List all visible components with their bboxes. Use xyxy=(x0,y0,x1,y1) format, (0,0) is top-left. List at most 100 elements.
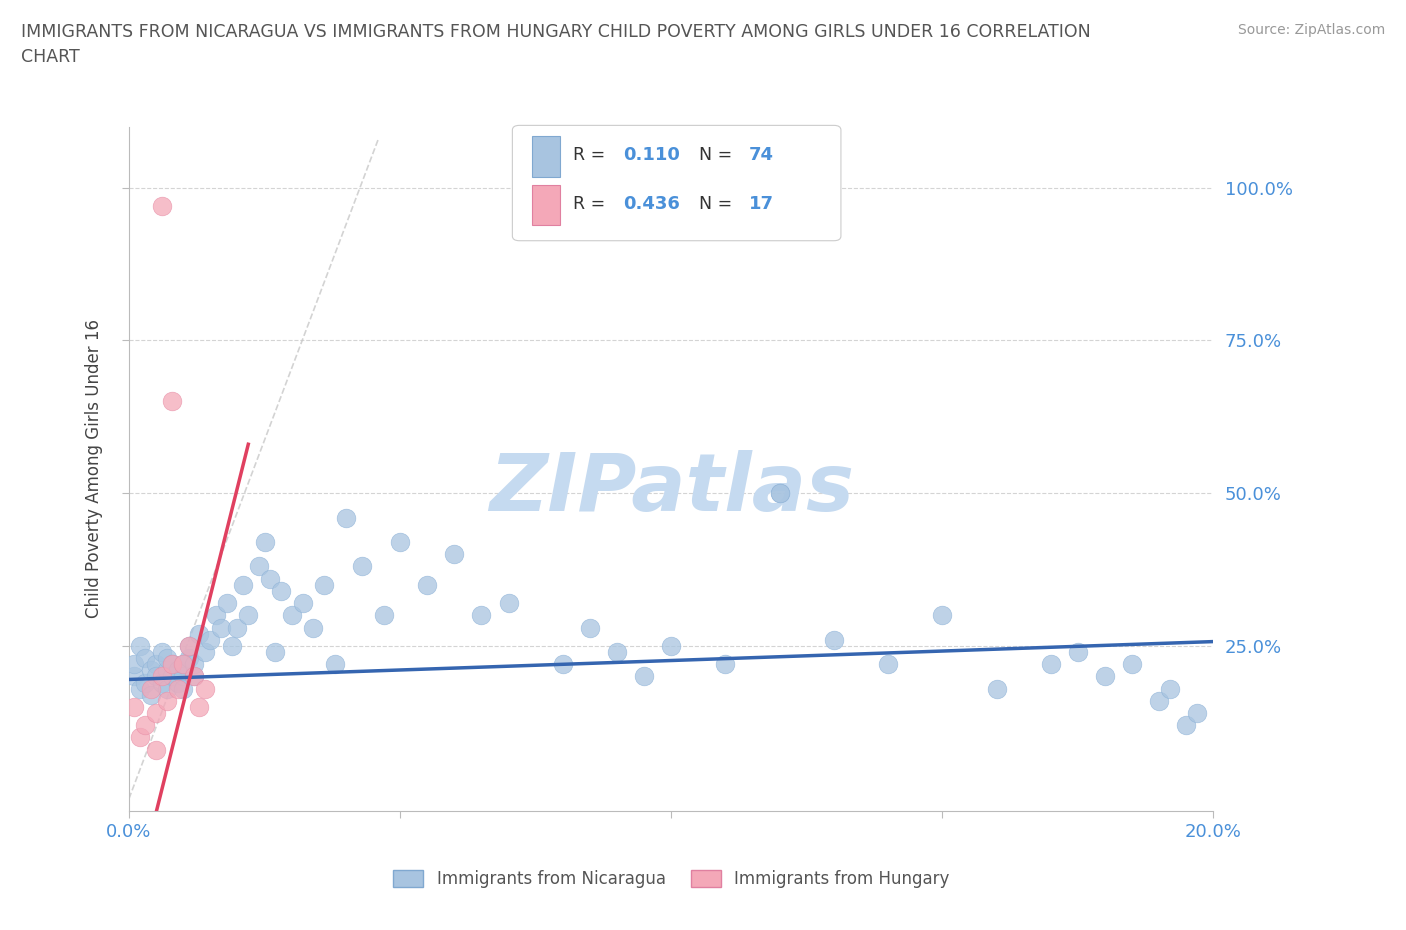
Point xyxy=(1185,706,1208,721)
Point xyxy=(443,547,465,562)
Point xyxy=(124,669,146,684)
Point xyxy=(162,394,184,409)
Point xyxy=(124,699,146,714)
Point xyxy=(162,657,184,671)
Point xyxy=(156,651,179,666)
Text: 17: 17 xyxy=(749,195,773,213)
Text: R =: R = xyxy=(572,146,610,165)
Point xyxy=(1175,718,1198,733)
Point xyxy=(145,657,167,671)
Point xyxy=(162,669,184,684)
Point xyxy=(172,657,194,671)
Point xyxy=(134,718,156,733)
Point xyxy=(156,694,179,709)
Point xyxy=(323,657,346,671)
Point xyxy=(302,620,325,635)
Point xyxy=(280,608,302,623)
Point xyxy=(221,638,243,653)
Point xyxy=(183,657,205,671)
Point xyxy=(128,681,150,696)
Point xyxy=(986,681,1008,696)
Point xyxy=(209,620,232,635)
Point xyxy=(1094,669,1116,684)
Point xyxy=(470,608,492,623)
Text: R =: R = xyxy=(572,195,610,213)
Point xyxy=(139,681,162,696)
Point xyxy=(633,669,655,684)
Point xyxy=(150,669,173,684)
Point xyxy=(145,706,167,721)
Point xyxy=(238,608,260,623)
Point xyxy=(200,632,222,647)
Point xyxy=(389,535,412,550)
Point xyxy=(270,583,292,598)
Point xyxy=(204,608,226,623)
Point xyxy=(150,644,173,659)
Point xyxy=(247,559,270,574)
Point xyxy=(259,571,281,586)
Point xyxy=(769,485,792,500)
Point xyxy=(714,657,737,671)
Y-axis label: Child Poverty Among Girls Under 16: Child Poverty Among Girls Under 16 xyxy=(86,319,103,618)
Point xyxy=(172,657,194,671)
Point xyxy=(335,511,357,525)
Point xyxy=(1067,644,1090,659)
Point xyxy=(659,638,682,653)
Point xyxy=(579,620,602,635)
Point xyxy=(352,559,374,574)
Text: 0.436: 0.436 xyxy=(623,195,681,213)
Point xyxy=(1159,681,1181,696)
Point xyxy=(232,578,254,592)
Text: 74: 74 xyxy=(749,146,773,165)
Point xyxy=(416,578,439,592)
Point xyxy=(150,675,173,690)
Point xyxy=(134,675,156,690)
Point xyxy=(139,687,162,702)
Point xyxy=(128,638,150,653)
Point xyxy=(124,657,146,671)
Point xyxy=(188,699,211,714)
Point xyxy=(166,681,188,696)
Point xyxy=(177,638,200,653)
Point xyxy=(156,681,179,696)
Point xyxy=(264,644,287,659)
Text: Source: ZipAtlas.com: Source: ZipAtlas.com xyxy=(1237,23,1385,37)
Point xyxy=(172,681,194,696)
Point xyxy=(823,632,845,647)
Point xyxy=(931,608,953,623)
Point xyxy=(150,199,173,214)
Point xyxy=(226,620,249,635)
Point xyxy=(183,669,205,684)
Point xyxy=(606,644,628,659)
Point xyxy=(194,644,217,659)
Point xyxy=(1121,657,1143,671)
Point xyxy=(183,669,205,684)
Point xyxy=(877,657,900,671)
Point xyxy=(1039,657,1062,671)
Point xyxy=(128,730,150,745)
Point xyxy=(177,651,200,666)
Point xyxy=(166,663,188,678)
Point xyxy=(188,626,211,641)
Point xyxy=(139,663,162,678)
Point xyxy=(145,669,167,684)
Text: 0.110: 0.110 xyxy=(623,146,681,165)
Text: N =: N = xyxy=(699,146,737,165)
Point xyxy=(172,669,194,684)
Text: IMMIGRANTS FROM NICARAGUA VS IMMIGRANTS FROM HUNGARY CHILD POVERTY AMONG GIRLS U: IMMIGRANTS FROM NICARAGUA VS IMMIGRANTS … xyxy=(21,23,1091,66)
Point xyxy=(215,595,238,610)
Point xyxy=(145,742,167,757)
Point xyxy=(253,535,276,550)
Point xyxy=(177,638,200,653)
Point xyxy=(291,595,314,610)
Legend: Immigrants from Nicaragua, Immigrants from Hungary: Immigrants from Nicaragua, Immigrants fr… xyxy=(387,863,956,895)
Point xyxy=(1147,694,1170,709)
Text: ZIPatlas: ZIPatlas xyxy=(489,450,853,528)
Point xyxy=(156,663,179,678)
Point xyxy=(373,608,395,623)
Point xyxy=(314,578,336,592)
Text: N =: N = xyxy=(699,195,737,213)
Point xyxy=(194,681,217,696)
Point xyxy=(134,651,156,666)
Point xyxy=(551,657,574,671)
